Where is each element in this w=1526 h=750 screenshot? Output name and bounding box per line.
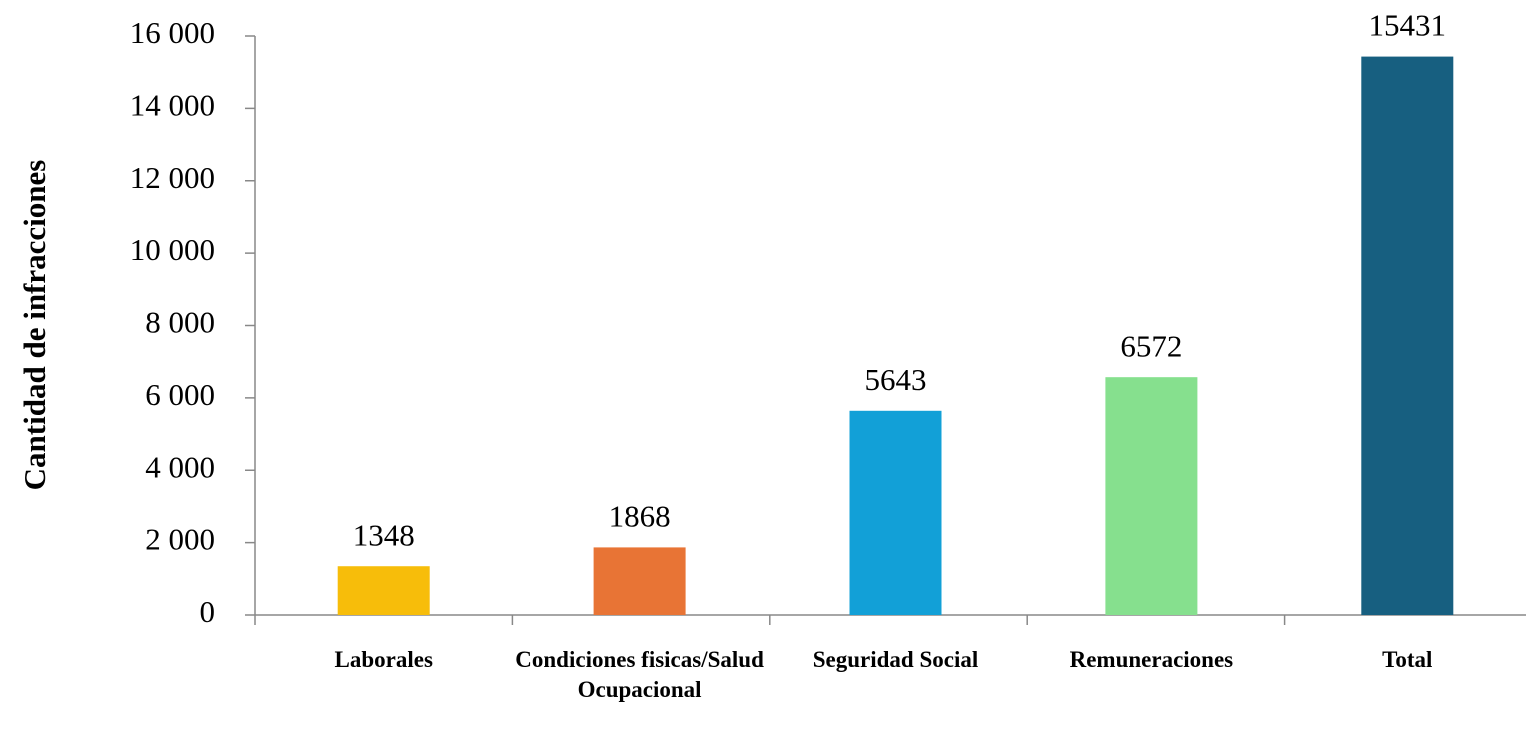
x-tick-label: Condiciones fisicas/Salud Ocupacional [515, 647, 764, 702]
x-tick-label: Total [1382, 647, 1433, 672]
data-label: 1868 [609, 499, 671, 534]
y-tick-label: 0 [200, 594, 216, 629]
data-label: 1348 [353, 517, 415, 552]
x-tick-label: Laborales [334, 647, 433, 672]
bar [1361, 56, 1454, 615]
x-tick-label: Remuneraciones [1069, 647, 1234, 672]
y-tick-label: 6 000 [145, 377, 215, 412]
data-label: 15431 [1369, 8, 1447, 43]
y-tick-label: 16 000 [130, 15, 215, 50]
y-axis-label: Cantidad de infracciones [17, 160, 52, 491]
x-tick-label: Seguridad Social [812, 647, 979, 672]
bar [593, 547, 686, 615]
bar [1105, 377, 1198, 615]
y-tick-label: 10 000 [130, 232, 215, 267]
y-tick-label: 2 000 [145, 522, 215, 557]
data-label: 6572 [1120, 328, 1182, 363]
y-tick-label: 4 000 [145, 449, 215, 484]
data-label: 5643 [865, 362, 927, 397]
y-tick-label: 14 000 [130, 87, 215, 122]
y-tick-label: 8 000 [145, 305, 215, 340]
y-tick-label: 12 000 [130, 160, 215, 195]
bar [337, 566, 430, 615]
bar [849, 410, 942, 615]
